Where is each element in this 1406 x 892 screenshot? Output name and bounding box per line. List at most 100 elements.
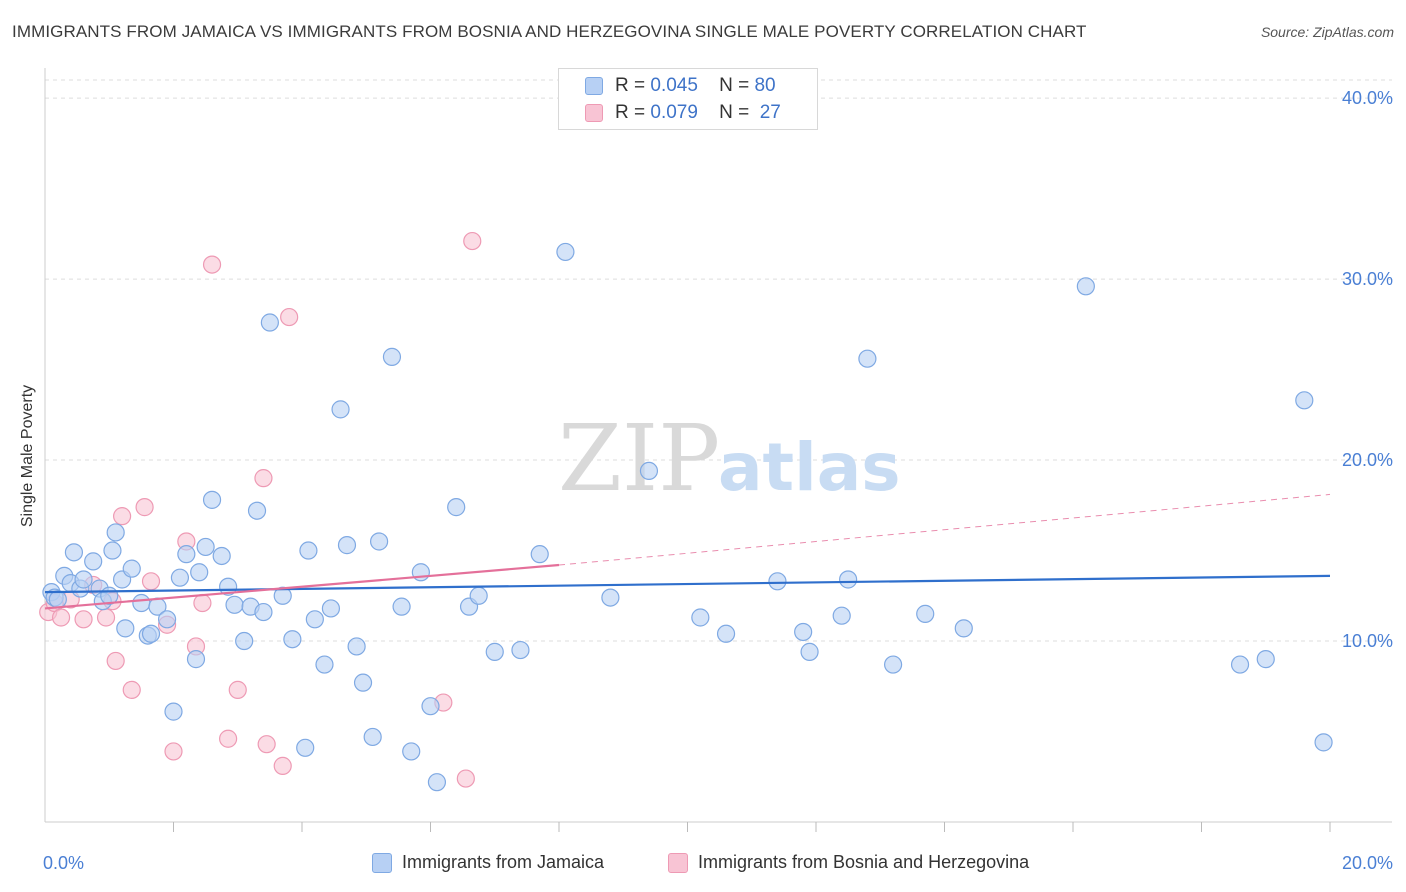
point-bosnia [164,742,183,761]
point-jamaica [212,546,231,566]
point-bosnia [273,756,292,775]
point-jamaica [202,490,222,509]
point-jamaica [116,619,135,638]
point-jamaica [254,602,273,622]
point-jamaica [832,606,851,625]
point-jamaica [283,630,302,649]
point-bosnia [51,608,71,627]
point-jamaica [186,650,206,669]
point-jamaica [157,610,177,629]
x-tick-labels: 0.0% 20.0% [43,853,1393,873]
point-jamaica [235,631,254,651]
point-jamaica [170,568,190,587]
point-jamaica [260,313,279,332]
y-tick-label: 40.0% [1342,88,1393,108]
watermark-atlas: atlas [718,429,901,506]
point-bosnia [280,307,299,327]
point-jamaica [141,624,161,643]
series-jamaica-points [42,242,1333,792]
watermark-zip: ZIP [558,405,720,512]
point-jamaica [556,242,575,262]
point-jamaica [247,501,267,520]
point-jamaica [716,624,736,643]
point-jamaica [858,349,877,368]
point-jamaica [363,727,382,747]
point-jamaica [74,570,93,589]
point-bosnia [141,572,161,591]
y-tick-label: 20.0% [1342,450,1393,470]
point-jamaica [447,498,466,517]
legend-r-value: 0.045 [650,75,698,96]
point-jamaica [382,347,402,366]
point-jamaica [331,400,350,419]
point-jamaica [106,523,125,542]
point-jamaica [321,599,341,618]
point-bosnia [193,593,212,613]
point-jamaica [800,642,819,661]
point-jamaica [1076,277,1095,296]
point-bosnia [74,610,93,629]
legend-n-value: 27 [759,102,781,123]
x-tick-label: 20.0% [1342,853,1393,873]
point-jamaica [122,559,141,578]
point-bosnia [463,231,482,251]
point-bosnia [202,255,222,274]
point-jamaica [954,619,973,638]
point-bosnia [228,680,247,699]
point-bosnia [135,498,154,517]
point-jamaica [1314,733,1333,752]
point-jamaica [883,655,903,674]
trend-line-bosnia-extension [558,493,1331,566]
bottom-legend-swatch-blue [372,852,392,873]
point-jamaica [839,570,858,589]
legend-n-label: N = [719,75,750,96]
chart-title: IMMIGRANTS FROM JAMAICA VS IMMIGRANTS FR… [12,22,1087,41]
bottom-legend-label-bosnia: Immigrants from Bosnia and Herzegovina [698,852,1030,872]
point-jamaica [177,545,196,564]
point-jamaica [64,543,84,562]
bottom-legend-label-jamaica: Immigrants from Jamaica [402,852,605,872]
legend-r-label: R = [615,102,646,123]
bottom-legend-swatch-pink [668,852,688,873]
point-jamaica [315,655,334,674]
legend-row-jamaica: R = 0.045 N = 80 [585,74,776,98]
legend-row-bosnia: R = 0.079 N = 27 [585,101,781,125]
point-jamaica [48,590,67,609]
point-bosnia [106,651,125,671]
legend-n-label: N = [719,102,750,123]
legend: R = 0.045 N = 80 R = 0.079 N = 27 [558,68,818,130]
axes [44,68,1392,832]
legend-swatch-pink [585,104,603,122]
y-tick-label: 10.0% [1342,631,1393,651]
watermark: ZIP atlas [558,405,901,512]
point-jamaica [1256,650,1275,669]
point-jamaica [1230,655,1250,674]
trend-line-jamaica [44,574,1331,594]
point-jamaica [132,593,151,613]
point-jamaica [511,640,530,660]
point-jamaica [916,604,935,623]
trend-lines [44,493,1331,610]
point-jamaica [347,637,366,656]
source-label: Source: ZipAtlas.com [1260,24,1394,40]
legend-swatch-blue [585,77,603,95]
y-tick-labels: 10.0% 20.0% 30.0% 40.0% [1342,88,1393,651]
point-jamaica [190,563,209,582]
point-jamaica [196,537,215,557]
gridlines [45,79,1392,642]
point-bosnia [122,680,141,699]
point-jamaica [296,738,315,757]
point-jamaica [794,622,813,642]
legend-r-label: R = [615,75,646,96]
bottom-legend-bosnia: Immigrants from Bosnia and Herzegovina [668,852,1029,873]
point-jamaica [84,552,103,571]
point-jamaica [402,742,421,761]
point-jamaica [103,541,122,560]
point-bosnia [254,469,273,488]
x-tick-label: 0.0% [43,853,84,873]
point-jamaica [225,595,244,614]
point-jamaica [1295,391,1314,410]
point-jamaica [530,545,549,564]
point-jamaica [691,608,710,627]
